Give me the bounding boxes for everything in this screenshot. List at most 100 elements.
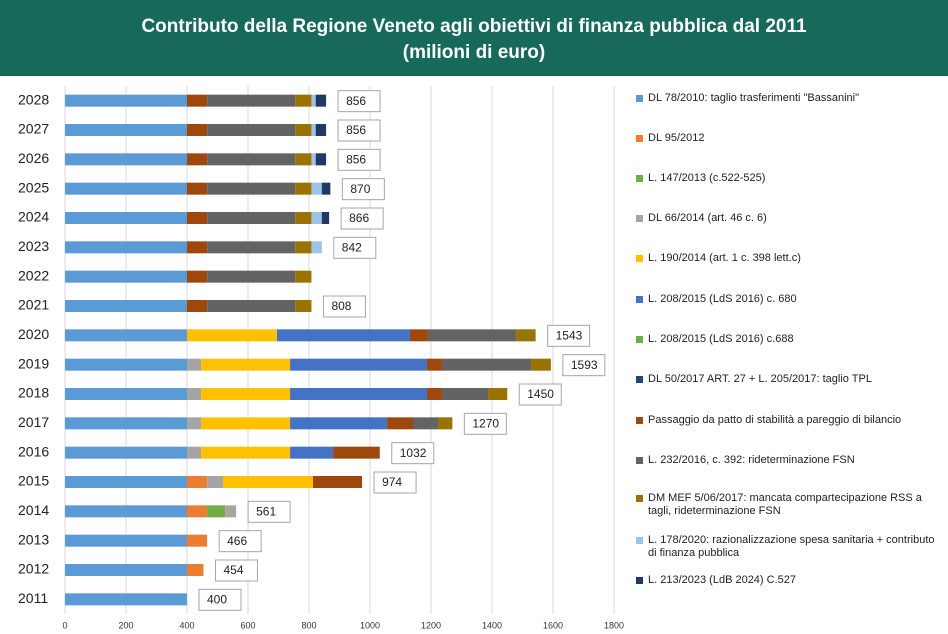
x-tick-label: 0 [62, 620, 67, 630]
bar-segment [207, 212, 296, 224]
legend-label: DM MEF 5/06/2017: mancata compartecipazi… [648, 492, 922, 517]
legend-label: L. 232/2016, c. 392: rideterminazione FS… [648, 454, 855, 466]
y-tick-label: 2028 [18, 91, 49, 107]
label-box [562, 354, 606, 377]
bar-segment [222, 476, 313, 488]
chart-subtitle: (milioni di euro) [403, 42, 546, 63]
bar-segment [187, 94, 208, 107]
bar-segment [295, 300, 312, 312]
data-label: 856 [346, 94, 366, 108]
bar-segment [488, 388, 508, 400]
bar-segment [441, 358, 532, 371]
label-box [322, 295, 366, 318]
legend-label: DL 50/2017 ART. 27 + L. 205/2017: taglio… [648, 373, 872, 385]
bar-segment [207, 300, 296, 312]
legend-swatch [636, 537, 643, 544]
bar-segment [321, 182, 331, 195]
legend-label: L. 208/2015 (LdS 2016) c. 680 [648, 293, 797, 305]
bar-segment [207, 124, 296, 136]
y-tick-label: 2016 [18, 443, 49, 459]
bar-segment [187, 446, 202, 459]
bar-segment [290, 417, 388, 430]
x-tick-label: 1800 [604, 620, 624, 630]
y-tick-label: 2013 [18, 531, 49, 547]
bar-segment [201, 358, 291, 371]
bar-segment [65, 329, 187, 342]
bar-segment [531, 358, 551, 371]
y-tick-label: 2023 [18, 238, 49, 254]
bar-segment [65, 124, 187, 136]
label-box [463, 412, 507, 435]
legend-label: DL 78/2010: taglio trasferimenti "Bassan… [648, 92, 860, 104]
bar-segment [295, 241, 312, 254]
bar-segment [187, 505, 208, 518]
legend-swatch [636, 495, 643, 502]
label-box [373, 471, 417, 494]
x-tick-label: 1200 [421, 620, 441, 630]
legend-label: L. 208/2015 (LdS 2016) c.688 [648, 333, 794, 345]
bar-segment [187, 124, 208, 136]
bar-segment [311, 212, 322, 224]
legend-label: DL 66/2014 (art. 46 c. 6) [648, 212, 767, 224]
bar-segment [427, 358, 442, 371]
bar-segment [65, 241, 187, 254]
label-box [391, 442, 435, 465]
data-label: 856 [346, 123, 366, 137]
bar-segment [315, 153, 327, 166]
bar-segment [187, 212, 208, 224]
bar-segment [295, 94, 312, 107]
x-tick-label: 200 [118, 620, 133, 630]
bar-segment [290, 446, 334, 459]
bar-segment [187, 564, 204, 576]
bar-segment [187, 300, 208, 312]
bar-segment [65, 593, 187, 606]
x-tick-label: 1000 [360, 620, 380, 630]
bar-segment [516, 329, 536, 342]
bar-segment [225, 505, 237, 518]
legend-item: DL 95/2012 [636, 132, 942, 145]
y-tick-label: 2019 [18, 355, 49, 371]
legend-swatch [636, 95, 643, 102]
legend-swatch [636, 175, 643, 182]
legend-item: L. 190/2014 (art. 1 c. 398 lett.c) [636, 252, 942, 265]
bar-segment [427, 388, 442, 400]
legend-swatch [636, 135, 643, 142]
bar-segment [276, 329, 410, 342]
legend-item: DL 78/2010: taglio trasferimenti "Bassan… [636, 92, 942, 105]
legend-label: L. 178/2020: razionalizzazione spesa san… [648, 534, 935, 559]
title-bar [0, 0, 948, 76]
data-label: 842 [342, 241, 362, 255]
legend-label: DL 95/2012 [648, 132, 705, 144]
bar-segment [295, 212, 312, 224]
legend-swatch [636, 577, 643, 584]
data-label: 870 [350, 182, 370, 196]
bar-segment [311, 241, 322, 254]
legend-item: DL 50/2017 ART. 27 + L. 205/2017: taglio… [636, 373, 942, 386]
bar-segment [65, 476, 187, 488]
data-label: 974 [382, 475, 402, 489]
label-box [337, 119, 381, 142]
bar-segment [387, 417, 414, 430]
data-label: 561 [256, 505, 276, 519]
y-tick-label: 2025 [18, 179, 49, 195]
bar-segment [65, 534, 187, 547]
data-label: 808 [331, 299, 351, 313]
y-tick-label: 2020 [18, 326, 49, 342]
label-box [333, 236, 377, 259]
bar-segment [311, 153, 316, 166]
label-box [198, 588, 242, 611]
legend-swatch [636, 296, 643, 303]
bar-segment [201, 417, 291, 430]
y-tick-label: 2017 [18, 414, 49, 430]
bar-segment [441, 388, 489, 400]
legend-item: L. 147/2013 (c.522-525) [636, 172, 942, 185]
legend-item: L. 213/2023 (LdB 2024) C.527 [636, 574, 942, 587]
bar-segment [321, 212, 330, 224]
bar-segment [207, 182, 296, 195]
label-box [518, 383, 562, 406]
legend-swatch [636, 417, 643, 424]
y-tick-label: 2024 [18, 209, 49, 225]
legend-label: Passaggio da patto di stabilità a paregg… [648, 414, 902, 426]
data-label: 454 [223, 563, 243, 577]
bar-segment [187, 388, 202, 400]
